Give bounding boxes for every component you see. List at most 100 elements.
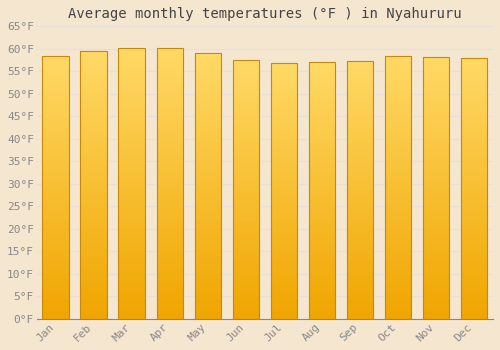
Bar <box>232 186 259 187</box>
Bar <box>460 106 487 107</box>
Bar <box>346 212 374 213</box>
Bar <box>384 280 411 281</box>
Bar <box>118 108 145 109</box>
Bar <box>270 200 297 201</box>
Bar <box>460 213 487 215</box>
Bar <box>194 312 221 314</box>
Bar <box>42 295 69 296</box>
Bar <box>42 275 69 277</box>
Bar <box>156 136 183 138</box>
Bar <box>422 230 450 231</box>
Bar <box>308 182 335 183</box>
Bar <box>232 199 259 200</box>
Bar <box>42 210 69 211</box>
Bar <box>232 246 259 248</box>
Bar <box>384 260 411 261</box>
Bar <box>384 131 411 133</box>
Bar <box>346 240 374 241</box>
Bar <box>42 99 69 100</box>
Bar <box>118 64 145 66</box>
Bar <box>270 148 297 149</box>
Bar <box>308 160 335 161</box>
Bar <box>460 295 487 297</box>
Bar <box>460 188 487 190</box>
Bar <box>232 256 259 257</box>
Bar <box>194 174 221 175</box>
Bar <box>156 219 183 220</box>
Bar <box>194 314 221 315</box>
Bar <box>270 189 297 190</box>
Bar <box>270 118 297 119</box>
Bar <box>384 196 411 197</box>
Bar <box>118 113 145 114</box>
Bar <box>384 217 411 218</box>
Bar <box>270 209 297 210</box>
Bar <box>422 93 450 94</box>
Bar <box>346 168 374 169</box>
Bar <box>118 172 145 173</box>
Bar <box>194 128 221 129</box>
Bar <box>232 210 259 212</box>
Bar <box>270 146 297 148</box>
Bar <box>460 306 487 307</box>
Bar <box>156 312 183 314</box>
Bar <box>118 77 145 78</box>
Bar <box>42 179 69 181</box>
Bar <box>80 156 107 157</box>
Bar <box>42 232 69 233</box>
Bar <box>118 222 145 223</box>
Bar <box>118 258 145 259</box>
Bar <box>42 267 69 269</box>
Bar <box>80 267 107 268</box>
Bar <box>270 164 297 166</box>
Bar <box>384 65 411 67</box>
Bar <box>308 212 335 214</box>
Bar <box>384 169 411 170</box>
Bar <box>422 98 450 99</box>
Bar <box>80 200 107 201</box>
Bar <box>308 275 335 276</box>
Bar <box>80 247 107 248</box>
Bar <box>80 168 107 169</box>
Bar <box>194 272 221 274</box>
Bar <box>384 282 411 284</box>
Bar <box>80 152 107 153</box>
Bar <box>156 205 183 206</box>
Bar <box>270 262 297 264</box>
Bar <box>460 208 487 209</box>
Bar <box>118 282 145 284</box>
Bar <box>80 221 107 223</box>
Bar <box>42 206 69 207</box>
Bar <box>232 89 259 90</box>
Bar <box>422 299 450 301</box>
Bar <box>346 284 374 285</box>
Bar <box>270 78 297 80</box>
Bar <box>42 78 69 79</box>
Bar <box>42 310 69 311</box>
Bar <box>118 297 145 299</box>
Bar <box>384 287 411 289</box>
Bar <box>270 141 297 142</box>
Bar <box>422 179 450 180</box>
Bar <box>270 116 297 117</box>
Bar <box>308 149 335 151</box>
Bar <box>270 220 297 222</box>
Bar <box>422 237 450 238</box>
Bar <box>118 94 145 96</box>
Bar <box>42 244 69 245</box>
Bar <box>80 280 107 281</box>
Bar <box>118 216 145 217</box>
Bar <box>308 93 335 95</box>
Bar <box>460 292 487 293</box>
Bar <box>80 299 107 300</box>
Bar <box>232 270 259 271</box>
Bar <box>80 110 107 112</box>
Bar <box>270 145 297 146</box>
Bar <box>80 301 107 303</box>
Bar <box>156 228 183 230</box>
Bar <box>270 291 297 292</box>
Bar <box>194 157 221 158</box>
Bar <box>42 252 69 253</box>
Bar <box>194 194 221 195</box>
Bar <box>232 252 259 253</box>
